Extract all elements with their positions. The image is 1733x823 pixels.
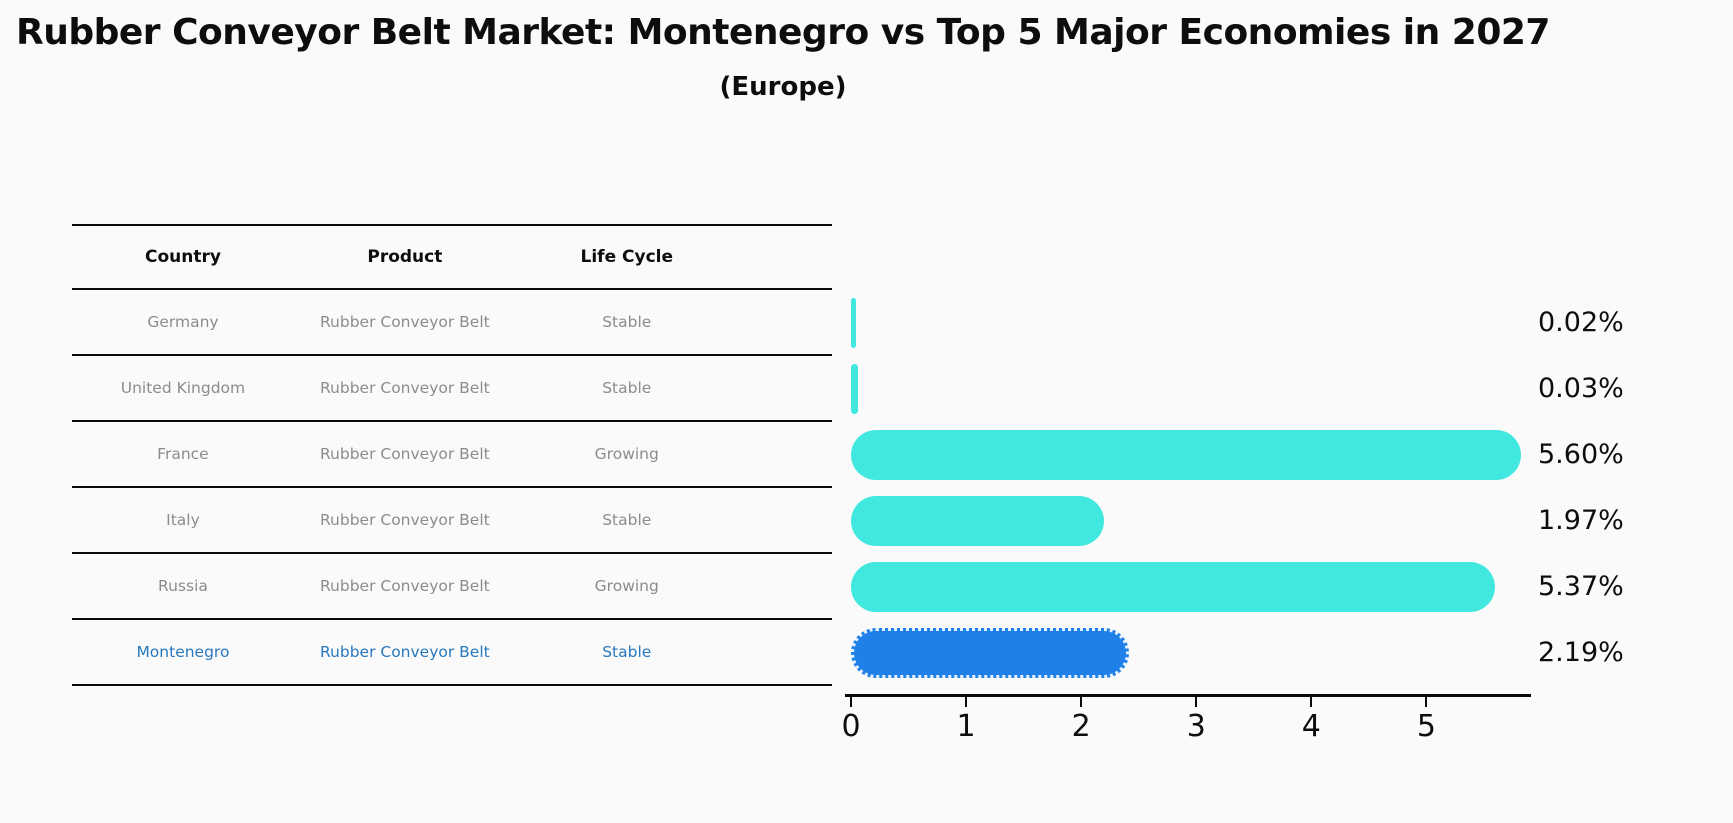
x-tick-label: 4	[1301, 709, 1321, 744]
value-label: 2.19%	[1538, 637, 1624, 668]
bar-row	[851, 488, 1530, 554]
bar-row	[851, 554, 1530, 620]
country-table: Country Product Life Cycle Germany Rubber…	[72, 224, 832, 686]
table-cell: Stable	[602, 379, 652, 397]
table-cell: Rubber Conveyor Belt	[319, 313, 490, 331]
table-row-germany: Germany Rubber Conveyor Belt Stable	[72, 290, 832, 356]
table-cell: United Kingdom	[120, 379, 246, 397]
x-tick-mark	[965, 697, 968, 707]
x-tick-label: 2	[1071, 709, 1091, 744]
table-row-montenegro: Montenegro Rubber Conveyor Belt Stable	[72, 620, 832, 686]
bar-chart	[851, 290, 1530, 686]
table-cell: Rubber Conveyor Belt	[319, 643, 490, 661]
value-label: 5.37%	[1538, 571, 1624, 602]
x-axis-ticks: 0 1 2 3 4 5	[841, 697, 1530, 757]
value-label: 0.02%	[1538, 307, 1624, 338]
bar-row	[851, 422, 1530, 488]
value-label: 1.97%	[1538, 505, 1624, 536]
table-header-country: Country	[144, 247, 221, 267]
x-tick-mark	[1080, 697, 1083, 707]
table-cell: Montenegro	[136, 643, 230, 661]
chart-title: Rubber Conveyor Belt Market: Montenegro …	[16, 12, 1550, 53]
bar-row	[851, 356, 1530, 422]
table-cell: Germany	[147, 313, 219, 331]
x-axis-line	[845, 694, 1531, 697]
x-tick-mark	[850, 697, 852, 707]
x-tick-mark	[1195, 697, 1198, 707]
x-tick-label: 0	[841, 709, 861, 744]
value-label: 5.60%	[1538, 439, 1624, 470]
value-label: 0.03%	[1538, 373, 1624, 404]
bar-row	[851, 620, 1530, 686]
bar-row	[851, 290, 1530, 356]
x-tick-label: 1	[956, 709, 976, 744]
bar-montenegro	[851, 628, 1130, 678]
x-tick-label: 3	[1186, 709, 1206, 744]
bar-germany	[851, 298, 856, 348]
table-cell: Russia	[158, 577, 208, 595]
table-cell: Italy	[166, 511, 200, 529]
x-tick-label: 5	[1416, 709, 1436, 744]
x-tick-mark	[1310, 697, 1313, 707]
table-row-italy: Italy Rubber Conveyor Belt Stable	[72, 488, 832, 554]
bar-france	[851, 430, 1522, 480]
x-tick-mark	[1425, 697, 1428, 707]
table-body: Germany Rubber Conveyor Belt Stable United …	[72, 290, 832, 686]
table-row-russia: Russia Rubber Conveyor Belt Growing	[72, 554, 832, 620]
bar-italy	[851, 496, 1104, 546]
table-header-life-cycle: Life Cycle	[580, 247, 674, 267]
table-row-united-kingdom: United Kingdom Rubber Conveyor Belt Stable	[72, 356, 832, 422]
table-header-row: Country Product Life Cycle	[72, 224, 832, 290]
chart-subtitle: (Europe)	[719, 72, 847, 102]
table-cell: Rubber Conveyor Belt	[319, 577, 490, 595]
table-header-product: Product	[367, 247, 443, 267]
bar-russia	[851, 562, 1495, 612]
table-cell: France	[157, 445, 209, 463]
table-cell: Stable	[602, 511, 652, 529]
table-cell: Rubber Conveyor Belt	[319, 379, 490, 397]
table-cell: Stable	[602, 643, 652, 661]
table-cell: Stable	[602, 313, 652, 331]
table-cell: Rubber Conveyor Belt	[319, 445, 490, 463]
table-cell: Growing	[594, 445, 659, 463]
table-cell: Growing	[594, 577, 659, 595]
table-row-france: France Rubber Conveyor Belt Growing	[72, 422, 832, 488]
table-cell: Rubber Conveyor Belt	[319, 511, 490, 529]
value-labels: 0.02% 0.03% 5.60% 1.97% 5.37% 2.19%	[1538, 290, 1728, 686]
bar-united-kingdom	[851, 364, 858, 414]
